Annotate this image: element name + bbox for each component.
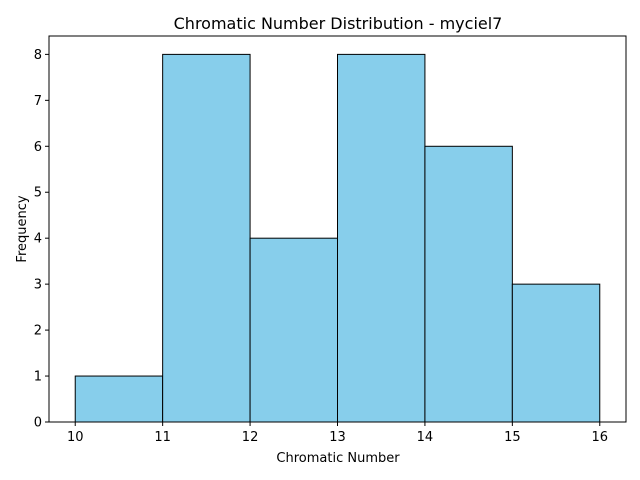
- x-tick-label-4: 14: [417, 430, 434, 445]
- x-tick-label-5: 15: [504, 430, 521, 445]
- histogram-bar-3: [337, 53, 426, 423]
- y-tick-label-7: 7: [34, 94, 42, 109]
- x-tick-label-2: 12: [242, 430, 259, 445]
- x-tick-label-1: 11: [154, 430, 171, 445]
- y-tick-label-2: 2: [34, 324, 42, 339]
- y-tick-label-5: 5: [34, 186, 42, 201]
- x-ticks: 10 11 12 13 14 15 16: [67, 422, 608, 445]
- y-tick-label-6: 6: [34, 140, 42, 155]
- bars-group: [74, 53, 601, 423]
- plot-frame: [48, 35, 627, 423]
- x-tick-label-0: 10: [67, 430, 84, 445]
- y-tick-label-0: 0: [34, 416, 42, 431]
- x-tick-label-3: 13: [329, 430, 346, 445]
- y-tick-label-3: 3: [34, 278, 42, 293]
- y-tick-label-4: 4: [34, 232, 42, 247]
- y-tick-label-8: 8: [34, 48, 42, 63]
- histogram-bar-1: [162, 53, 251, 423]
- histogram-bar-2: [249, 237, 338, 423]
- histogram-bar-5: [511, 283, 601, 423]
- x-tick-label-6: 16: [591, 430, 608, 445]
- histogram-bar-0: [74, 375, 164, 423]
- y-axis-label: Frequency: [15, 195, 30, 262]
- chart-title: Chromatic Number Distribution - myciel7: [174, 14, 503, 33]
- y-ticks: 0 1 2 3 4 5 6 7 8: [34, 48, 49, 431]
- histogram-bar-4: [424, 145, 513, 423]
- x-axis-label: Chromatic Number: [276, 451, 400, 466]
- y-tick-label-1: 1: [34, 370, 42, 385]
